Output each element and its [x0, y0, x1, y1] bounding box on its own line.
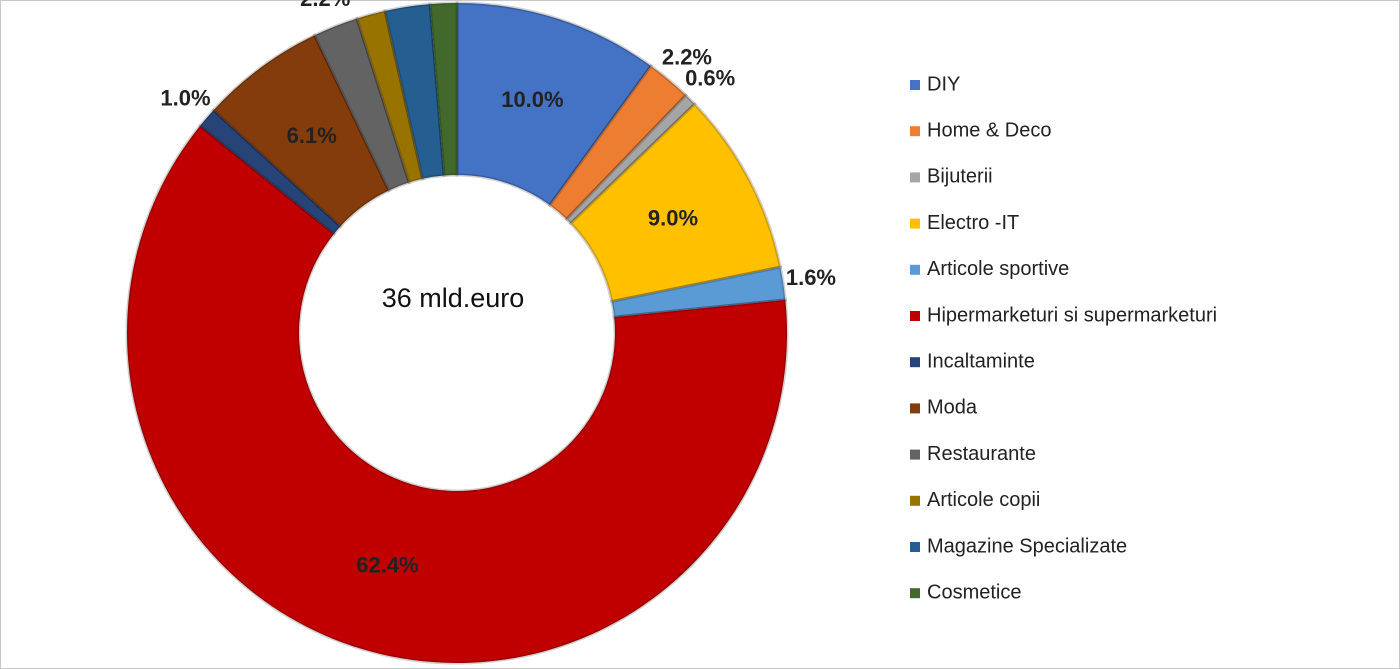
legend-swatch	[910, 357, 920, 368]
legend-label: Incaltaminte	[927, 350, 1035, 372]
legend: DIY Home & Deco Bijuterii Electro -IT Artico…	[910, 73, 1217, 603]
legend-label: Bijuterii	[927, 166, 993, 188]
data-label: 9.0%	[648, 205, 698, 230]
legend-label: Articole sportive	[927, 258, 1069, 280]
legend-label: Magazine Specializate	[927, 535, 1127, 557]
data-label: 0.6%	[685, 66, 735, 91]
legend-swatch	[910, 264, 920, 275]
legend-swatch	[910, 495, 920, 506]
legend-label: Home & Deco	[927, 119, 1052, 141]
labels: 10.0%2.2%0.6%9.0%1.6%62.4%1.0%6.1%2.2%1.…	[160, 0, 836, 578]
legend-label: Restaurante	[927, 443, 1036, 465]
legend-swatch	[910, 588, 920, 599]
data-label: 1.0%	[160, 85, 210, 110]
data-label: 6.1%	[287, 123, 337, 148]
data-label: 1.6%	[786, 265, 836, 290]
legend-swatch	[910, 218, 920, 229]
donut-slice	[211, 33, 391, 229]
center-label: 36 mld.euro	[382, 283, 525, 313]
donut-slice	[355, 9, 425, 185]
legend-swatch	[910, 542, 920, 552]
data-label: 2.2%	[662, 44, 712, 69]
donut-slice	[312, 16, 412, 193]
legend-label: Electro -IT	[927, 212, 1019, 234]
legend-swatch	[910, 311, 920, 321]
donut-slice	[455, 1, 654, 208]
data-label: 2.2%	[300, 0, 350, 11]
slices	[125, 1, 789, 665]
legend-swatch	[910, 449, 920, 460]
donut-slice	[568, 101, 783, 304]
data-label: 62.4%	[356, 553, 418, 578]
legend-label: Articole copii	[927, 489, 1040, 511]
legend-swatch	[910, 126, 920, 137]
donut-slice	[383, 2, 446, 181]
data-label: 10.0%	[501, 87, 563, 112]
legend-swatch	[910, 80, 920, 90]
donut-slice	[547, 63, 689, 222]
legend-swatch	[910, 172, 920, 183]
legend-label: Hipermarketuri si supermarketuri	[927, 304, 1217, 326]
legend-label: Moda	[927, 397, 978, 419]
legend-swatch	[910, 403, 920, 414]
legend-label: DIY	[927, 73, 960, 95]
donut-slice	[610, 265, 787, 319]
donut-slice	[125, 123, 789, 665]
legend-label: Cosmetice	[927, 581, 1021, 603]
donut-slice	[428, 1, 459, 178]
